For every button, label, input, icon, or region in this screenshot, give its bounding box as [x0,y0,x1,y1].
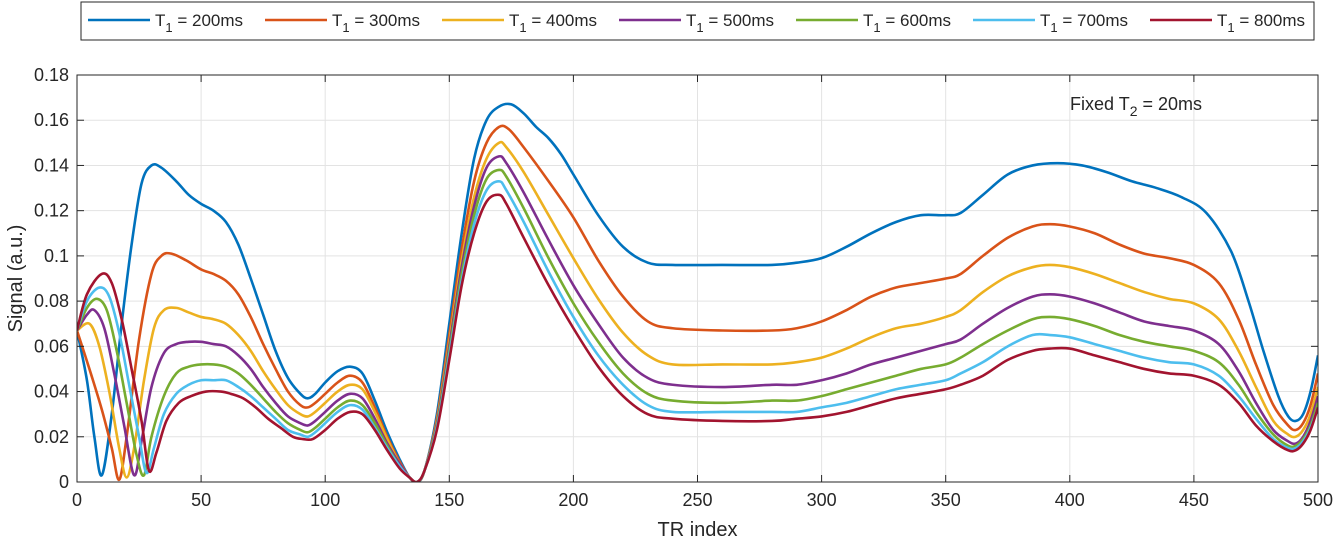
x-tick-label: 350 [931,490,961,510]
y-tick-label: 0 [59,472,69,492]
x-tick-label: 100 [310,490,340,510]
y-tick-label: 0.1 [44,246,69,266]
legend-label: T1 = 500ms [686,11,774,35]
legend-item-6: T1 = 700ms [973,11,1128,35]
legend: T1 = 200ms T1 = 300ms T1 = 400ms T1 = 500ms… [80,1,1315,41]
series-line-3 [77,140,1318,482]
series-lines [77,102,1318,482]
x-axis-label: TR index [657,519,737,541]
y-axis-label: Signal (a.u.) [5,225,27,333]
plot-area: 0 50 100 150 200 250 300 350 400 450 500 0 0.02 0.04… [34,65,1333,510]
x-tick-label: 200 [558,490,588,510]
legend-label: T1 = 800ms [1217,11,1305,35]
x-tick-label: 50 [191,490,211,510]
x-tick-label: 0 [72,490,82,510]
legend-item-2: T1 = 300ms [265,11,420,35]
x-tick-label: 450 [1179,490,1209,510]
legend-label: T1 = 600ms [863,11,951,35]
y-tick-label: 0.02 [34,427,69,447]
y-tick-label: 0.12 [34,201,69,221]
legend-item-4: T1 = 500ms [619,11,774,35]
legend-label: T1 = 300ms [332,11,420,35]
annotation-fixed-t2: Fixed T2 = 20ms [1070,94,1202,119]
legend-item-5: T1 = 600ms [796,11,951,35]
legend-item-3: T1 = 400ms [442,11,597,35]
y-tick-label: 0.18 [34,65,69,85]
y-tick-label: 0.16 [34,110,69,130]
x-tick-label: 500 [1303,490,1333,510]
x-ticks: 0 50 100 150 200 250 300 350 400 450 500 [72,75,1333,510]
y-ticks: 0 0.02 0.04 0.06 0.08 0.1 0.12 0.14 0.16 0.18 [34,65,1318,492]
x-tick-label: 400 [1055,490,1085,510]
y-tick-label: 0.04 [34,382,69,402]
x-tick-label: 300 [807,490,837,510]
x-tick-label: 150 [434,490,464,510]
y-tick-label: 0.14 [34,155,69,175]
series-line-6 [77,179,1318,482]
legend-item-1: T1 = 200ms [88,11,243,35]
legend-label: T1 = 400ms [509,11,597,35]
legend-label: T1 = 700ms [1040,11,1128,35]
series-line-1 [77,102,1318,482]
legend-label: T1 = 200ms [155,11,243,35]
y-tick-label: 0.06 [34,336,69,356]
series-line-2 [77,124,1318,482]
legend-item-7: T1 = 800ms [1150,11,1305,35]
series-line-5 [77,168,1318,482]
series-line-7 [77,193,1318,482]
x-tick-label: 250 [682,490,712,510]
y-tick-label: 0.08 [34,291,69,311]
series-line-4 [77,154,1318,482]
